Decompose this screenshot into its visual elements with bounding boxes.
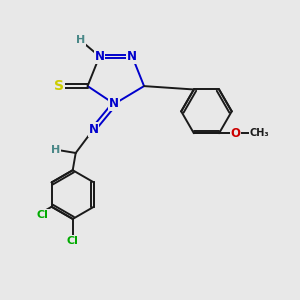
Text: N: N bbox=[127, 50, 137, 63]
Text: N: N bbox=[109, 98, 119, 110]
Text: H: H bbox=[76, 35, 85, 45]
Text: Cl: Cl bbox=[67, 236, 79, 246]
Text: CH₃: CH₃ bbox=[249, 128, 269, 138]
Text: Cl: Cl bbox=[37, 210, 49, 220]
Text: N: N bbox=[94, 50, 104, 63]
Text: N: N bbox=[88, 123, 98, 136]
Text: S: S bbox=[54, 79, 64, 93]
Text: H: H bbox=[51, 145, 60, 155]
Text: O: O bbox=[230, 127, 241, 140]
